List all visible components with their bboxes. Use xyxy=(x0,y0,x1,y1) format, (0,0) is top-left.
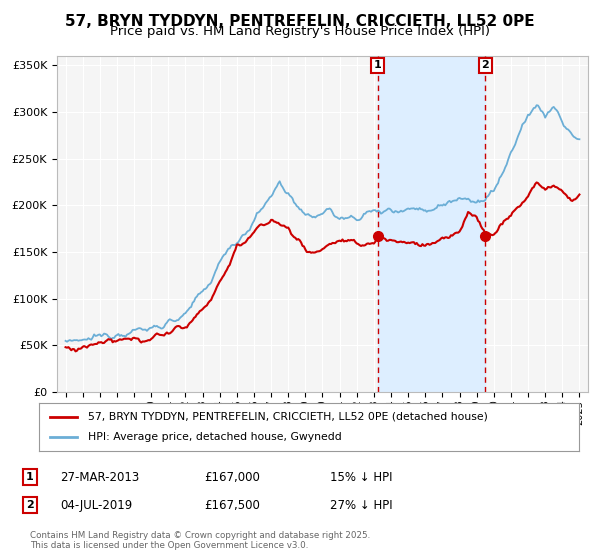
Text: Price paid vs. HM Land Registry's House Price Index (HPI): Price paid vs. HM Land Registry's House … xyxy=(110,25,490,38)
Text: 2: 2 xyxy=(26,500,34,510)
Text: 15% ↓ HPI: 15% ↓ HPI xyxy=(330,470,392,484)
Text: 2: 2 xyxy=(482,60,489,71)
Text: £167,500: £167,500 xyxy=(204,498,260,512)
Text: £167,000: £167,000 xyxy=(204,470,260,484)
Text: 04-JUL-2019: 04-JUL-2019 xyxy=(60,498,132,512)
Text: 57, BRYN TYDDYN, PENTREFELIN, CRICCIETH, LL52 0PE: 57, BRYN TYDDYN, PENTREFELIN, CRICCIETH,… xyxy=(65,14,535,29)
Text: 1: 1 xyxy=(26,472,34,482)
Text: 1: 1 xyxy=(374,60,382,71)
Text: 27% ↓ HPI: 27% ↓ HPI xyxy=(330,498,392,512)
Bar xyxy=(378,56,485,392)
Text: 27-MAR-2013: 27-MAR-2013 xyxy=(60,470,139,484)
Text: HPI: Average price, detached house, Gwynedd: HPI: Average price, detached house, Gwyn… xyxy=(88,432,341,442)
Text: 57, BRYN TYDDYN, PENTREFELIN, CRICCIETH, LL52 0PE (detached house): 57, BRYN TYDDYN, PENTREFELIN, CRICCIETH,… xyxy=(88,412,487,422)
Text: Contains HM Land Registry data © Crown copyright and database right 2025.
This d: Contains HM Land Registry data © Crown c… xyxy=(30,530,370,550)
